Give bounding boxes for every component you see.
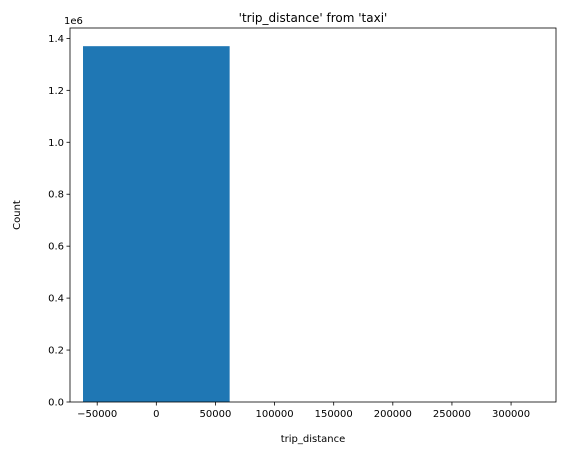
y-tick-label: 1.4: [48, 34, 64, 45]
chart-title: 'trip_distance' from 'taxi': [239, 11, 388, 25]
x-tick-label: 200000: [374, 409, 412, 420]
x-axis-label: trip_distance: [281, 434, 346, 445]
x-tick-label: 100000: [255, 409, 293, 420]
x-tick-label: 50000: [200, 409, 232, 420]
x-ticks: −50000 0 50000 100000 150000 200000 250000 3000…: [77, 402, 530, 420]
y-tick-label: 0.4: [48, 294, 64, 305]
x-tick-label: 300000: [492, 409, 530, 420]
bars-group: [83, 46, 230, 403]
y-tick-label: 0.6: [48, 242, 64, 253]
histogram-bar-0: [83, 46, 230, 403]
y-axis-label: Count: [12, 200, 23, 230]
x-tick-label: 250000: [433, 409, 471, 420]
y-offset-label: 1e6: [64, 16, 83, 27]
x-tick-label: −50000: [77, 409, 117, 420]
y-tick-label: 1.0: [48, 138, 64, 149]
x-tick-label: 0: [153, 409, 159, 420]
y-ticks: 0.0 0.2 0.4 0.6 0.8 1.0 1.2 1.4: [48, 34, 70, 409]
y-tick-label: 1.2: [48, 86, 64, 97]
plot-frame: [69, 27, 557, 403]
y-tick-label: 0.8: [48, 190, 64, 201]
y-tick-label: 0.2: [48, 346, 64, 357]
x-tick-label: 150000: [315, 409, 353, 420]
y-tick-label: 0.0: [48, 398, 64, 409]
